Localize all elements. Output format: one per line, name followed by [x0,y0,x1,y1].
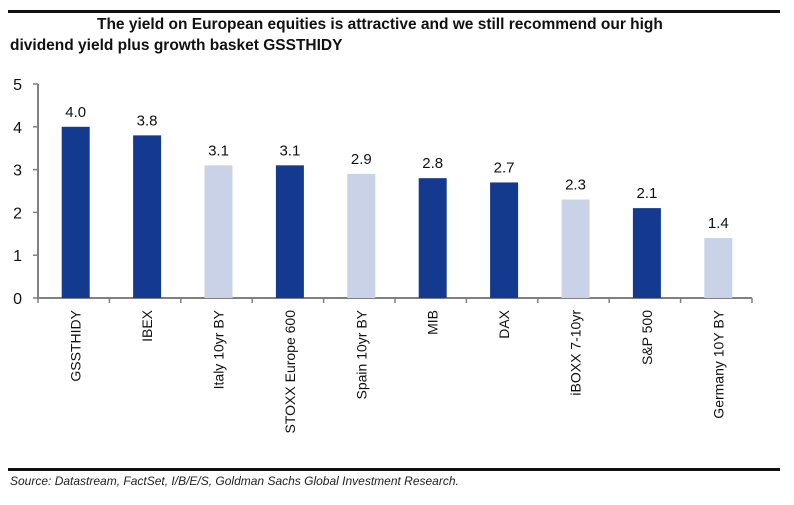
y-tick-label: 2 [13,205,22,222]
top-rule [8,10,780,13]
data-label: 2.8 [422,155,443,172]
data-label: 2.3 [565,177,586,194]
bottom-rule [8,468,780,471]
bar-gssthidy [61,126,90,298]
bar-ibex [133,135,162,298]
data-label: 3.1 [279,142,300,159]
y-tick-label: 0 [13,291,22,308]
source-note: Source: Datastream, FactSet, I/B/E/S, Go… [10,474,459,488]
bar-s-p-500 [632,208,661,298]
y-tick-label: 5 [13,77,22,94]
x-tick-label: iBOXX 7-10yr [568,310,584,396]
data-label: 2.1 [636,185,657,202]
y-axis: 0 1 2 3 4 5 [13,77,39,308]
x-tick-label: DAX [496,309,512,338]
bar-iboxx-7-10yr [561,199,590,298]
bar-mib [418,178,447,298]
x-tick-label: STOXX Europe 600 [282,310,298,434]
x-tick-label: GSSTHIDY [68,309,84,381]
x-tick-label: Spain 10yr BY [353,309,369,399]
x-tick-labels: GSSTHIDY IBEX Italy 10yr BY STOXX Europe 60… [68,309,727,433]
x-tick-label: S&P 500 [639,310,655,365]
chart-title-line-2: dividend yield plus growth basket GSSTHI… [10,37,343,54]
y-tick-label: 1 [13,248,22,265]
data-label: 2.9 [351,151,372,168]
x-tick-label: Italy 10yr BY [211,309,227,389]
x-tick-label: Germany 10Y BY [710,309,726,418]
data-label: 3.1 [208,142,229,159]
data-label: 2.7 [494,159,515,176]
bar-spain-10yr-by [347,173,376,298]
y-tick-label: 3 [13,163,22,180]
chart-title-line-1: The yield on European equities is attrac… [97,16,663,33]
data-label: 1.4 [708,215,729,232]
x-axis [37,297,753,303]
bars [61,126,733,298]
data-labels: 4.0 3.8 3.1 3.1 2.9 2.8 2.7 2.3 2.1 1.4 [65,104,728,232]
x-tick-label: IBEX [139,309,155,342]
chart-title: The yield on European equities is attrac… [10,14,790,56]
bar-italy-10yr-by [204,165,233,298]
x-tick-label: MIB [425,310,441,335]
bar-germany-10y-by [704,238,733,298]
bar-stoxx-europe-600 [275,165,304,298]
data-label: 3.8 [137,112,158,129]
y-tick-label: 4 [13,120,22,137]
bar-dax [490,182,519,298]
data-label: 4.0 [65,104,86,121]
